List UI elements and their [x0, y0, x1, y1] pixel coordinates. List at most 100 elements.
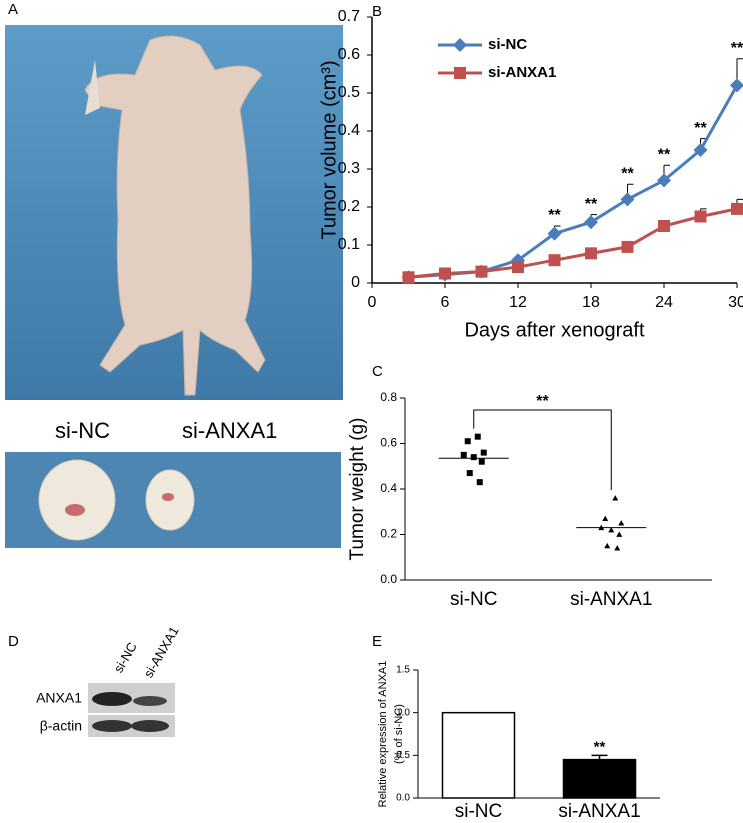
- tumor-spot: [162, 493, 174, 501]
- y-tick-label: 0.5: [338, 84, 360, 101]
- significance: **: [694, 120, 707, 137]
- marker: [454, 67, 466, 79]
- marker: [453, 38, 467, 52]
- series-line: [408, 84, 739, 279]
- series-line: [408, 207, 738, 279]
- lane-label: si-ANXA1: [141, 624, 182, 680]
- x-tick-label: 30: [728, 294, 743, 311]
- y-axis-label: Tumor weight (g): [347, 418, 368, 561]
- blot-band: [133, 696, 167, 706]
- legend-label: si-ANXA1: [488, 64, 556, 81]
- marker: [464, 438, 471, 445]
- y-tick-label: 0.4: [380, 481, 397, 495]
- marker: [658, 220, 670, 232]
- y-tick-label: 0.4: [338, 122, 360, 139]
- significance: **: [585, 196, 598, 213]
- x-tick-label: si-NC: [450, 589, 498, 610]
- marker: [584, 215, 598, 230]
- y-tick-label: 0.0: [380, 572, 397, 586]
- marker: [694, 210, 707, 223]
- y-tick-label: 1.5: [396, 665, 410, 676]
- marker: [476, 479, 483, 486]
- y-tick-label: 0.2: [338, 198, 360, 215]
- marker: [620, 192, 635, 207]
- y-axis-label: (% of si-NC): [393, 704, 405, 764]
- significance: **: [536, 393, 549, 410]
- significance: **: [594, 738, 606, 755]
- x-tick-label: si-NC: [455, 801, 503, 822]
- row-label: ANXA1: [36, 690, 82, 706]
- legend-label: si-NC: [488, 36, 527, 53]
- photo-label: si-NC: [55, 418, 110, 443]
- blot-band: [92, 692, 132, 706]
- y-tick-label: 1.0: [396, 707, 410, 718]
- marker: [585, 247, 597, 260]
- y-tick-label: 0.7: [338, 8, 360, 25]
- marker: [657, 173, 671, 188]
- marker: [612, 495, 619, 501]
- panel-label: E: [372, 633, 382, 650]
- marker: [731, 202, 743, 215]
- panel-label: A: [8, 1, 18, 18]
- marker: [604, 542, 611, 549]
- marker: [474, 433, 481, 440]
- x-tick-label: si-ANXA1: [570, 589, 652, 610]
- marker: [466, 470, 473, 477]
- marker: [616, 531, 623, 537]
- significance: **: [731, 40, 743, 57]
- marker: [693, 143, 708, 157]
- blot-band: [131, 720, 169, 732]
- panel-label: B: [372, 3, 382, 20]
- marker: [402, 271, 415, 284]
- y-tick-label: 0.1: [338, 236, 360, 253]
- y-tick-label: 0.8: [380, 390, 397, 404]
- x-tick-label: si-ANXA1: [558, 801, 640, 822]
- marker: [512, 261, 524, 274]
- y-axis-label: Relative expression of ANXA1: [377, 661, 389, 808]
- x-tick-label: 12: [509, 294, 527, 311]
- marker: [478, 458, 485, 465]
- x-axis-label: Days after xenograft: [464, 319, 645, 341]
- y-axis-label: Tumor volume (cm³): [318, 60, 340, 239]
- marker: [730, 78, 743, 93]
- bar: [441, 711, 516, 799]
- marker: [548, 254, 561, 267]
- tumor-spot: [65, 504, 85, 516]
- lane-label: si-NC: [111, 640, 140, 676]
- blot-band: [92, 720, 132, 732]
- marker: [621, 240, 634, 253]
- marker: [614, 545, 621, 551]
- marker: [460, 451, 467, 458]
- row-label: β-actin: [40, 718, 82, 734]
- marker: [602, 515, 609, 521]
- marker: [480, 449, 487, 456]
- marker: [470, 454, 477, 461]
- bar: [562, 758, 637, 799]
- marker: [608, 526, 615, 533]
- mouse-body: [84, 35, 266, 396]
- x-tick-label: 18: [582, 294, 600, 311]
- significance: **: [658, 146, 671, 163]
- photo-label: si-ANXA1: [182, 418, 277, 443]
- marker: [618, 520, 625, 526]
- panel-label: C: [372, 363, 383, 380]
- marker: [439, 267, 451, 280]
- y-tick-label: 0.6: [338, 46, 360, 63]
- y-tick-label: 0.2: [380, 527, 397, 541]
- mouse-arm: [85, 60, 100, 115]
- marker: [475, 265, 488, 278]
- significance: **: [548, 207, 561, 224]
- bracket: [473, 409, 612, 491]
- tumor: [38, 459, 116, 541]
- x-tick-label: 24: [655, 294, 673, 311]
- y-tick-label: 0.5: [396, 750, 410, 761]
- marker: [547, 226, 562, 241]
- significance: **: [621, 165, 634, 182]
- y-tick-label: 0: [351, 274, 360, 291]
- y-tick-label: 0.6: [380, 436, 397, 450]
- x-tick-label: 0: [368, 294, 377, 311]
- error-bar: [591, 754, 608, 760]
- y-tick-label: 0.0: [396, 793, 410, 804]
